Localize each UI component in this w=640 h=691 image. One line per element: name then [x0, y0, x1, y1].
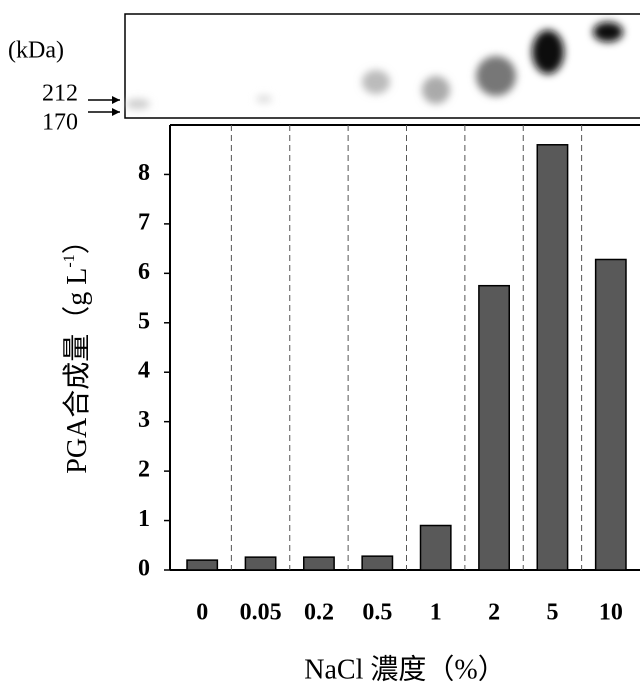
bar: [421, 526, 451, 571]
y-tick-label: 1: [138, 506, 150, 532]
bar: [537, 145, 567, 570]
bar: [304, 557, 334, 570]
x-tick-label: 0.5: [362, 600, 392, 626]
gel-marker: 170: [42, 110, 78, 136]
y-label-sup: -1: [61, 254, 78, 267]
chart: (kDa) 212 170 PGA合成量（g L-1） NaCl 濃度（%） 0…: [0, 0, 640, 691]
y-tick-label: 7: [138, 209, 150, 235]
x-tick-label: 0.2: [304, 600, 334, 626]
gel-marker: 212: [42, 81, 78, 107]
bar: [596, 259, 626, 570]
y-tick-label: 3: [138, 407, 150, 433]
x-tick-label: 10: [599, 600, 623, 626]
x-tick-label: 0.05: [240, 600, 282, 626]
y-label-text: PGA合成量（g L: [61, 268, 93, 474]
y-tick-label: 2: [138, 457, 150, 483]
x-tick-label: 2: [488, 600, 500, 626]
gel-unit: (kDa): [8, 38, 64, 64]
bar: [362, 556, 392, 570]
y-tick-label: 8: [138, 160, 150, 186]
y-label-end: ）: [61, 226, 93, 254]
bar: [245, 557, 275, 570]
x-tick-label: 0: [196, 600, 208, 626]
x-axis-label: NaCl 濃度（%）: [304, 653, 505, 685]
y-tick-label: 4: [138, 358, 150, 384]
gel-image: [88, 14, 640, 118]
y-tick-label: 0: [138, 556, 150, 582]
bar: [187, 560, 217, 570]
y-tick-label: 6: [138, 259, 150, 285]
x-tick-label: 5: [546, 600, 558, 626]
bar: [479, 286, 509, 570]
y-axis-label: PGA合成量（g L-1）: [61, 226, 94, 473]
x-tick-label: 1: [430, 600, 442, 626]
y-tick-label: 5: [138, 308, 150, 334]
